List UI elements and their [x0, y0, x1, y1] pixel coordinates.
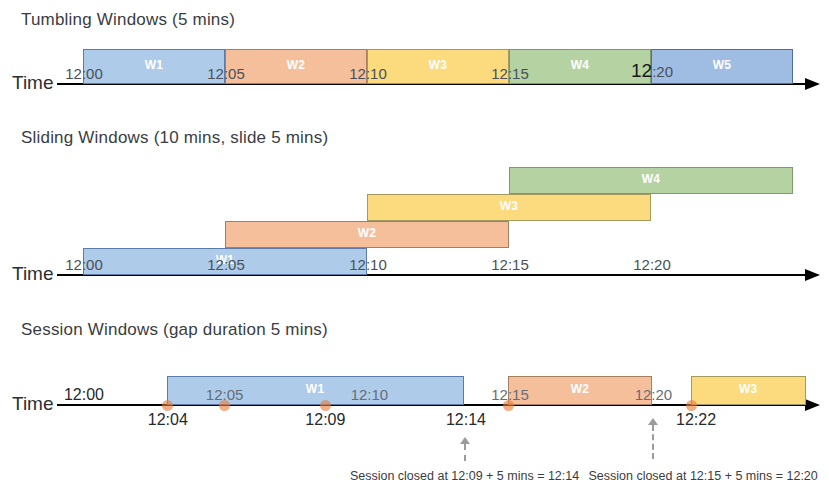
- axis-tick-label: 12:10: [329, 386, 409, 404]
- axis-tick-label: 12:10: [328, 256, 408, 274]
- window-label: W4: [571, 58, 590, 72]
- window-label: W2: [571, 382, 590, 396]
- windowing-diagram: Tumbling Windows (5 mins) Time W1W2W3W4W…: [0, 0, 829, 498]
- event-dot: [162, 400, 173, 411]
- window-label: W2: [287, 58, 306, 72]
- tick-label-part: :20: [652, 63, 673, 80]
- window-label: W3: [500, 199, 519, 213]
- session-section-title: Session Windows (gap duration 5 mins): [21, 320, 328, 340]
- session-closed-annotation: Session closed at 12:15 + 5 mins = 12:20: [588, 469, 817, 483]
- dashed-line: [464, 444, 466, 461]
- axis-tick-label: 12:00: [44, 65, 124, 83]
- window-label: W3: [739, 382, 758, 396]
- event-dot: [686, 400, 697, 411]
- dashed-up-arrow-icon: [459, 437, 471, 461]
- window-bar: W4: [509, 167, 793, 194]
- axis-tick-label: 12:00: [44, 256, 124, 274]
- axis-tick-label: 12:20: [613, 386, 693, 404]
- window-bar: W3: [691, 376, 806, 405]
- axis-tick-label: 12:15: [470, 65, 550, 83]
- window-bar: W2: [225, 221, 509, 248]
- window-label: W5: [713, 58, 732, 72]
- window-label: W1: [306, 382, 325, 396]
- dashed-line: [652, 425, 654, 459]
- window-label: W1: [145, 58, 164, 72]
- window-label: W4: [642, 172, 661, 186]
- axis-tick-label: 12:05: [186, 65, 266, 83]
- tick-label-emphasized-part: 12: [631, 60, 652, 81]
- arrowhead-icon: [460, 437, 470, 444]
- axis-tick-label: 12:00: [44, 386, 124, 404]
- session-closed-annotation: Session closed at 12:09 + 5 mins = 12:14: [350, 469, 579, 483]
- event-time-label: 12:22: [651, 411, 741, 429]
- event-dot: [219, 400, 230, 411]
- event-dot: [320, 400, 331, 411]
- axis-tick-label: 12:20: [612, 256, 692, 274]
- window-bar: W3: [367, 194, 651, 221]
- event-dot: [503, 400, 514, 411]
- axis-tick-label: 12:05: [186, 256, 266, 274]
- axis-tick-label: 12:15: [470, 256, 550, 274]
- event-time-label: 12:09: [280, 411, 370, 429]
- window-label: W2: [358, 226, 377, 240]
- axis-arrowhead-icon: [805, 399, 820, 411]
- window-label: W3: [429, 58, 448, 72]
- axis-tick-label: 12:10: [328, 65, 408, 83]
- event-time-label: 12:04: [123, 411, 213, 429]
- event-time-label: 12:14: [421, 411, 511, 429]
- axis-tick-label: 12:20: [612, 62, 692, 81]
